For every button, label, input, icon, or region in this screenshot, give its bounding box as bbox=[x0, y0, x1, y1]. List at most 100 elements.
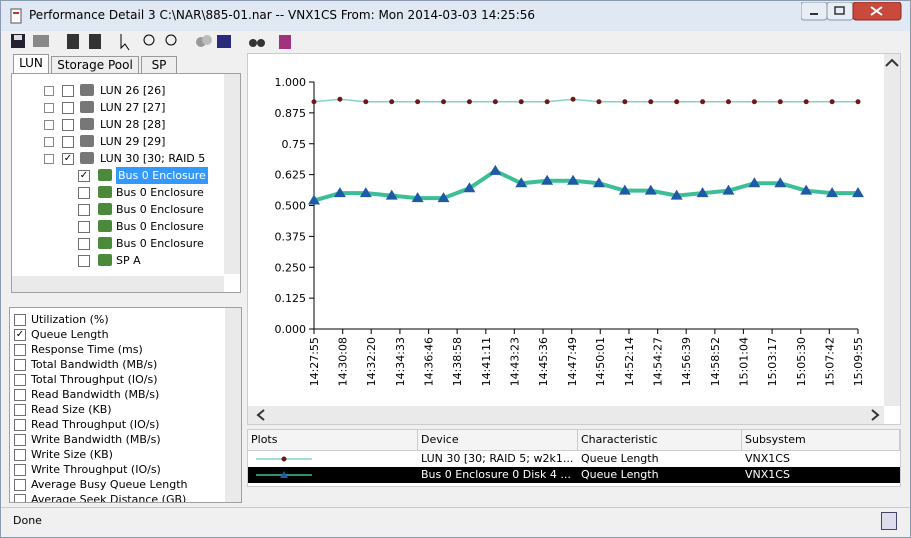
expander[interactable] bbox=[44, 154, 54, 164]
x-tick-label: 14:58:52 bbox=[709, 337, 722, 386]
point bbox=[700, 99, 706, 105]
title-bar: Performance Detail 3 C:\NAR\885-01.nar -… bbox=[1, 1, 910, 31]
x-tick-label: 14:50:01 bbox=[594, 337, 607, 386]
column-header[interactable]: Plots bbox=[248, 430, 418, 450]
point bbox=[570, 96, 576, 102]
checkbox[interactable] bbox=[78, 238, 90, 250]
y-tick-label: 0.000 bbox=[275, 323, 307, 336]
metric-label[interactable]: Read Size (KB) bbox=[31, 403, 112, 416]
metric-label[interactable]: Utilization (%) bbox=[31, 313, 109, 326]
point bbox=[622, 99, 628, 105]
checkbox[interactable] bbox=[78, 204, 90, 216]
tree-label[interactable]: LUN 28 [28] bbox=[100, 118, 166, 131]
chart-panel: 0.000 0.125 0.250 0.375 0.500 0.625 0.75 0.875 1… bbox=[247, 53, 901, 425]
checkbox[interactable] bbox=[78, 221, 90, 233]
tree-label[interactable]: SP A bbox=[116, 254, 141, 267]
tree-label[interactable]: Bus 0 Enclosure bbox=[116, 167, 208, 184]
table-row[interactable]: LUN 30 [30; RAID 5; w2k1... Queue Length V… bbox=[248, 451, 900, 467]
window-controls[interactable] bbox=[801, 2, 903, 22]
scroll-arrows[interactable] bbox=[256, 58, 899, 421]
checkbox[interactable] bbox=[62, 102, 74, 114]
legend-swatch bbox=[256, 471, 312, 478]
point bbox=[541, 174, 554, 185]
tree-icon bbox=[98, 203, 112, 215]
tree-label[interactable]: Bus 0 Enclosure bbox=[116, 186, 204, 199]
checkbox[interactable] bbox=[14, 314, 26, 326]
x-tick-label: 15:05:30 bbox=[795, 337, 808, 386]
tree-item: SP A bbox=[12, 252, 222, 269]
checkbox[interactable] bbox=[14, 434, 26, 446]
metric-label[interactable]: Total Bandwidth (MB/s) bbox=[31, 358, 158, 371]
point bbox=[389, 99, 395, 105]
tab[interactable]: SP bbox=[141, 56, 177, 73]
column-header[interactable]: Subsystem bbox=[742, 430, 900, 450]
checkbox[interactable] bbox=[14, 389, 26, 401]
metric-label[interactable]: Response Time (ms) bbox=[31, 343, 143, 356]
point bbox=[415, 99, 421, 105]
point bbox=[696, 187, 709, 198]
checkbox[interactable] bbox=[62, 136, 74, 148]
checkbox[interactable] bbox=[78, 255, 90, 267]
expander[interactable] bbox=[44, 103, 54, 113]
metric-label[interactable]: Average Busy Queue Length bbox=[31, 478, 188, 491]
column-header[interactable]: Device bbox=[418, 430, 578, 450]
tab[interactable]: Storage Pool bbox=[51, 56, 139, 73]
metrics-vscroll[interactable] bbox=[225, 308, 241, 502]
checkbox[interactable]: ✓ bbox=[78, 170, 90, 182]
tree-vscroll[interactable] bbox=[224, 74, 240, 274]
checkbox[interactable] bbox=[14, 404, 26, 416]
metric-label[interactable]: Read Bandwidth (MB/s) bbox=[31, 388, 160, 401]
tree-label[interactable]: Bus 0 Enclosure bbox=[116, 220, 204, 233]
checkbox[interactable] bbox=[14, 344, 26, 356]
metric-label[interactable]: Queue Length bbox=[31, 328, 109, 341]
tree-hscroll[interactable] bbox=[12, 276, 224, 292]
point bbox=[363, 99, 369, 105]
metric-label[interactable]: Average Seek Distance (GB) bbox=[31, 493, 187, 503]
expander[interactable] bbox=[44, 86, 54, 96]
checkbox[interactable] bbox=[14, 479, 26, 491]
checkbox[interactable] bbox=[14, 494, 26, 502]
tree-item: ✓ Bus 0 Enclosure bbox=[12, 167, 222, 184]
checkbox[interactable] bbox=[14, 419, 26, 431]
cell-subsystem: VNX1CS bbox=[745, 452, 790, 465]
point bbox=[596, 99, 602, 105]
chart-hscroll[interactable] bbox=[248, 406, 884, 424]
y-tick-label: 0.875 bbox=[275, 107, 307, 120]
tree-label[interactable]: LUN 29 [29] bbox=[100, 135, 166, 148]
point bbox=[463, 182, 476, 193]
tree-label[interactable]: Bus 0 Enclosure bbox=[116, 237, 204, 250]
chart-vscroll[interactable] bbox=[884, 54, 900, 406]
y-tick-label: 0.75 bbox=[282, 138, 307, 151]
expander[interactable] bbox=[44, 120, 54, 130]
checkbox[interactable]: ✓ bbox=[62, 153, 74, 165]
x-tick-label: 14:45:36 bbox=[537, 337, 550, 386]
checkbox[interactable] bbox=[14, 449, 26, 461]
metric-label[interactable]: Write Size (KB) bbox=[31, 448, 113, 461]
checkbox[interactable] bbox=[62, 119, 74, 131]
metric-label[interactable]: Total Throughput (IO/s) bbox=[31, 373, 158, 386]
metric-label[interactable]: Read Throughput (IO/s) bbox=[31, 418, 160, 431]
toolbar[interactable] bbox=[9, 32, 299, 52]
metric-label[interactable]: Write Throughput (IO/s) bbox=[31, 463, 161, 476]
checkbox[interactable] bbox=[14, 374, 26, 386]
checkbox[interactable] bbox=[14, 464, 26, 476]
table-row[interactable]: Bus 0 Enclosure 0 Disk 4 ... Queue Length… bbox=[248, 467, 900, 483]
x-tick-label: 15:07:42 bbox=[823, 337, 836, 386]
metric-label[interactable]: Write Bandwidth (MB/s) bbox=[31, 433, 161, 446]
checkbox[interactable] bbox=[78, 187, 90, 199]
tree-label[interactable]: Bus 0 Enclosure bbox=[116, 203, 204, 216]
point bbox=[674, 99, 680, 105]
checkbox[interactable]: ✓ bbox=[14, 329, 26, 341]
tab[interactable]: LUN bbox=[13, 54, 49, 73]
tree-panel: LUN 26 [26] LUN 27 [27] LUN 28 [28] LUN 29 … bbox=[11, 73, 241, 293]
checkbox[interactable] bbox=[62, 85, 74, 97]
tree-label[interactable]: LUN 30 [30; RAID 5 bbox=[100, 152, 206, 165]
tree-label[interactable]: LUN 26 [26] bbox=[100, 84, 166, 97]
tree-icon bbox=[80, 135, 94, 147]
column-header[interactable]: Characteristic bbox=[578, 430, 742, 450]
checkbox[interactable] bbox=[14, 359, 26, 371]
tree-label[interactable]: LUN 27 [27] bbox=[100, 101, 166, 114]
expander[interactable] bbox=[44, 137, 54, 147]
x-tick-label: 14:56:39 bbox=[680, 337, 693, 386]
